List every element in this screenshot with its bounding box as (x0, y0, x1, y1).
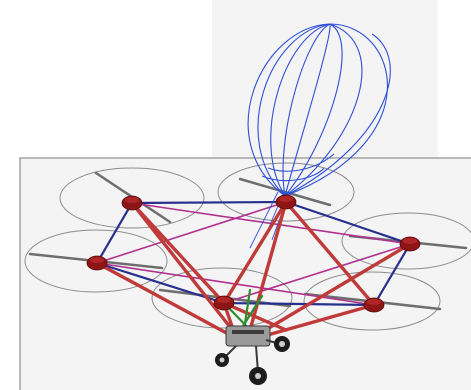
motor-icon (399, 236, 421, 252)
balloon-tether (249, 191, 279, 249)
balloon-gore (282, 23, 331, 197)
balloon-gore (284, 23, 343, 197)
rotor-disk-right-back (341, 212, 471, 270)
balloon-icon (247, 23, 391, 249)
landing-gear-icon (215, 325, 290, 385)
strut-red (262, 303, 376, 338)
rotor-disk-center-front (151, 267, 293, 329)
motor-icon (86, 255, 108, 271)
motor-icon (121, 195, 143, 211)
strut-red (248, 200, 288, 332)
balloon-gore (267, 153, 335, 172)
balloon-gore (284, 23, 363, 197)
balloon-gore (284, 23, 331, 197)
balloon-gore (257, 23, 331, 197)
payload-body (225, 325, 271, 347)
motor-icon (213, 295, 235, 311)
rotor-disks (24, 162, 471, 331)
rotor-disk-center-back (217, 162, 355, 222)
strut-red (222, 301, 288, 332)
rotor-disk-left-front (24, 229, 168, 293)
panel-border (19, 157, 471, 390)
rotor-disk-left-back (59, 167, 205, 229)
strut-red (222, 200, 288, 305)
strut-red (130, 201, 236, 334)
brace-magenta (96, 201, 287, 264)
balloon-gore (261, 167, 325, 182)
motors (86, 194, 421, 313)
red-struts (95, 200, 412, 340)
motor-icon (275, 194, 297, 210)
strut-red (95, 261, 234, 338)
motor-icon (363, 297, 385, 313)
upper-background-panel (212, 0, 438, 158)
main-background-panel (20, 158, 471, 390)
strut-red (284, 200, 376, 307)
rotor-blade-center-back (238, 177, 332, 207)
balloon-gore (284, 33, 391, 197)
rotor-disk-right-front (303, 271, 441, 331)
payload-frame (232, 330, 264, 334)
balloon-gore (270, 23, 331, 197)
strut-red (260, 242, 412, 334)
brace-magenta (223, 243, 411, 304)
strut-red (130, 201, 226, 305)
